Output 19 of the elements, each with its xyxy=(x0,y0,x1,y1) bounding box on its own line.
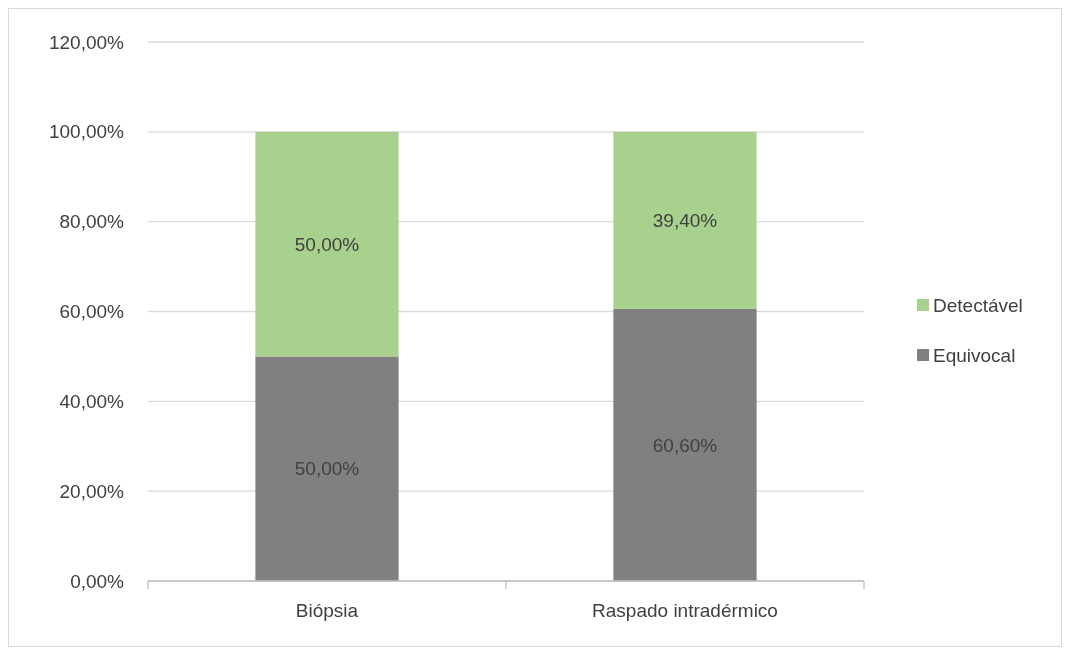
data-label: 60,60% xyxy=(652,434,718,456)
bar xyxy=(255,356,399,581)
x-tick-label: Biópsia xyxy=(295,600,359,621)
data-label: 50,00% xyxy=(294,233,360,255)
y-tick-label: 20,00% xyxy=(59,480,125,502)
legend-label: Detectável xyxy=(933,294,1023,316)
bar xyxy=(613,308,757,581)
y-tick-label: 80,00% xyxy=(59,211,125,233)
bar xyxy=(613,131,757,309)
bar xyxy=(255,131,399,357)
y-tick-label: 100,00% xyxy=(48,121,125,143)
data-label: 50,00% xyxy=(294,458,360,480)
legend-label: Equivocal xyxy=(933,344,1016,366)
y-tick-label: 0,00% xyxy=(70,570,125,592)
y-tick-label: 40,00% xyxy=(59,390,125,412)
x-tick-label: Raspado intradérmico xyxy=(592,600,778,621)
y-tick-label: 120,00% xyxy=(48,31,125,53)
data-label: 39,40% xyxy=(652,209,718,231)
y-tick-label: 60,00% xyxy=(59,301,125,323)
